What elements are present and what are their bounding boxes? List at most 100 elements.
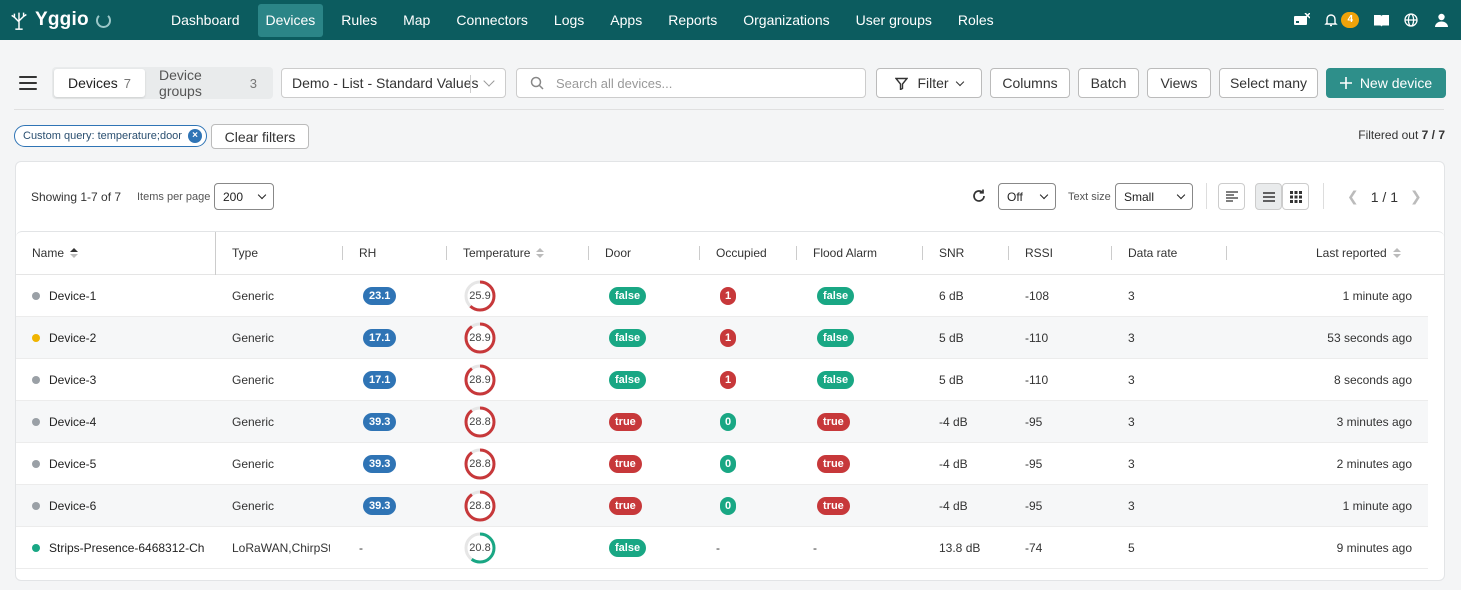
device-name: Device-3	[49, 373, 97, 387]
align-left-view-button[interactable]	[1218, 183, 1245, 210]
device-name-cell[interactable]: Device-6	[32, 485, 222, 527]
active-filter-chip: Custom query: temperature;door ×	[14, 125, 207, 147]
col-name-header[interactable]: Name	[32, 246, 79, 260]
occupied-cell: 1	[720, 359, 780, 401]
data-rate-cell: 3	[1128, 457, 1135, 471]
next-page-icon[interactable]: ❯	[1409, 188, 1422, 204]
plus-icon	[1339, 77, 1352, 89]
device-name-cell[interactable]: Device-4	[32, 401, 222, 443]
columns-button[interactable]: Columns	[990, 68, 1070, 98]
list-view-button[interactable]	[1255, 183, 1282, 210]
col-door-header[interactable]: Door	[605, 246, 632, 260]
device-name-cell[interactable]: Strips-Presence-6468312-Ch	[32, 527, 222, 569]
tab-device-groups[interactable]: Device groups 3	[145, 67, 271, 99]
occupied-badge: 0	[720, 497, 736, 515]
occupied-badge: 0	[720, 455, 736, 473]
clear-filters-button[interactable]: Clear filters	[211, 124, 309, 149]
device-name: Device-5	[49, 457, 97, 471]
device-name-cell[interactable]: Device-5	[32, 443, 222, 485]
text-size-select[interactable]: Small	[1115, 183, 1193, 210]
search-icon	[530, 76, 544, 90]
col-type-header[interactable]: Type	[232, 246, 259, 260]
filtered-count: Filtered out 7 / 7	[1358, 128, 1445, 142]
status-dot	[32, 502, 40, 510]
devices-card: Showing 1-7 of 7 Items per page 200 Off …	[15, 161, 1445, 581]
nav-roles[interactable]: Roles	[957, 12, 994, 28]
occupied-cell: 0	[720, 443, 780, 485]
nav-dashboard[interactable]: Dashboard	[171, 12, 240, 28]
views-button[interactable]: Views	[1147, 68, 1211, 98]
type-cell: Generic	[232, 289, 275, 303]
type-cell: Generic	[232, 499, 275, 513]
occupied-cell: 0	[720, 401, 780, 443]
table-row[interactable]: Device-6 Generic 39.3 28.8 true 0 true -4 dB -…	[16, 485, 1428, 527]
menu-toggle-icon[interactable]	[19, 76, 37, 90]
type-cell: Generic	[232, 457, 275, 471]
temperature-value: 28.8	[469, 500, 491, 512]
col-occupied-header[interactable]: Occupied	[716, 246, 767, 260]
col-temperature-header[interactable]: Temperature	[463, 246, 545, 260]
status-dot	[32, 292, 40, 300]
globe-icon[interactable]	[1403, 12, 1419, 28]
table-row[interactable]: Device-1 Generic 23.1 25.9 false 1 false 6 dB…	[16, 275, 1428, 317]
nav-apps[interactable]: Apps	[610, 12, 643, 28]
nav-devices[interactable]: Devices	[257, 4, 324, 37]
last-reported-cell: 1 minute ago	[1342, 499, 1412, 513]
nav-logs[interactable]: Logs	[553, 12, 585, 28]
refresh-icon[interactable]	[971, 188, 987, 204]
remove-filter-icon[interactable]: ×	[188, 129, 202, 143]
book-icon[interactable]	[1373, 12, 1389, 28]
temperature-value: 28.9	[469, 332, 491, 344]
batch-button[interactable]: Batch	[1078, 68, 1139, 98]
nav-actions: 4	[1280, 0, 1449, 40]
nav-user-groups[interactable]: User groups	[855, 12, 932, 28]
nav-organizations[interactable]: Organizations	[743, 12, 830, 28]
device-name-cell[interactable]: Device-3	[32, 359, 222, 401]
notifications-button[interactable]: 4	[1324, 12, 1359, 28]
active-filter-label: Custom query: temperature;door	[23, 130, 182, 142]
col-last-reported-header[interactable]: Last reported	[1316, 246, 1401, 260]
nav-connectors[interactable]: Connectors	[456, 12, 528, 28]
grid-view-button[interactable]	[1282, 183, 1309, 210]
filter-button[interactable]: Filter	[876, 68, 982, 98]
tab-devices[interactable]: Devices 7	[54, 69, 146, 97]
align-left-icon	[1225, 191, 1238, 202]
user-account-icon[interactable]	[1433, 12, 1449, 28]
table-row[interactable]: Device-3 Generic 17.1 28.9 false 1 false 5 dB…	[16, 359, 1428, 401]
items-per-page-select[interactable]: 200	[214, 183, 274, 210]
device-search	[516, 68, 866, 98]
col-flood-alarm-header[interactable]: Flood Alarm	[813, 246, 878, 260]
new-device-button[interactable]: New device	[1326, 68, 1446, 98]
tab-device-groups-label: Device groups	[159, 67, 202, 99]
items-per-page-value: 200	[223, 189, 244, 204]
flood-alarm-cell: -	[813, 541, 817, 555]
nav-rules[interactable]: Rules	[341, 12, 378, 28]
flood-alarm-badge: false	[817, 371, 855, 389]
device-name-cell[interactable]: Device-1	[32, 275, 222, 317]
search-input[interactable]	[556, 75, 846, 91]
occupied-cell: 1	[720, 275, 780, 317]
data-rate-cell: 3	[1128, 289, 1135, 303]
device-name-cell[interactable]: Device-2	[32, 317, 222, 359]
col-rh-header[interactable]: RH	[359, 246, 377, 260]
temperature-value: 28.9	[469, 374, 491, 386]
device-offline-icon[interactable]	[1294, 12, 1311, 28]
app-logo[interactable]: Yggio	[8, 9, 158, 31]
table-row[interactable]: Device-4 Generic 39.3 28.8 true 0 true -4 dB -…	[16, 401, 1428, 443]
saved-view-select[interactable]: Demo - List - Standard Values	[281, 68, 506, 98]
funnel-icon	[895, 77, 909, 90]
prev-page-icon[interactable]: ❮	[1347, 188, 1359, 204]
col-data-rate-header[interactable]: Data rate	[1128, 246, 1178, 260]
flood-alarm-badge: false	[817, 329, 855, 347]
select-many-button[interactable]: Select many	[1219, 68, 1318, 98]
data-rate-cell: 3	[1128, 499, 1135, 513]
nav-map[interactable]: Map	[403, 12, 431, 28]
table-row[interactable]: Device-2 Generic 17.1 28.9 false 1 false 5 dB…	[16, 317, 1428, 359]
table-row[interactable]: Strips-Presence-6468312-Ch LoRaWAN,ChirpS…	[16, 527, 1428, 569]
auto-refresh-value: Off	[1007, 189, 1023, 204]
col-snr-header[interactable]: SNR	[939, 246, 965, 260]
col-rssi-header[interactable]: RSSI	[1025, 246, 1054, 260]
table-row[interactable]: Device-5 Generic 39.3 28.8 true 0 true -4 dB -…	[16, 443, 1428, 485]
nav-reports[interactable]: Reports	[668, 12, 718, 28]
auto-refresh-select[interactable]: Off	[998, 183, 1056, 210]
